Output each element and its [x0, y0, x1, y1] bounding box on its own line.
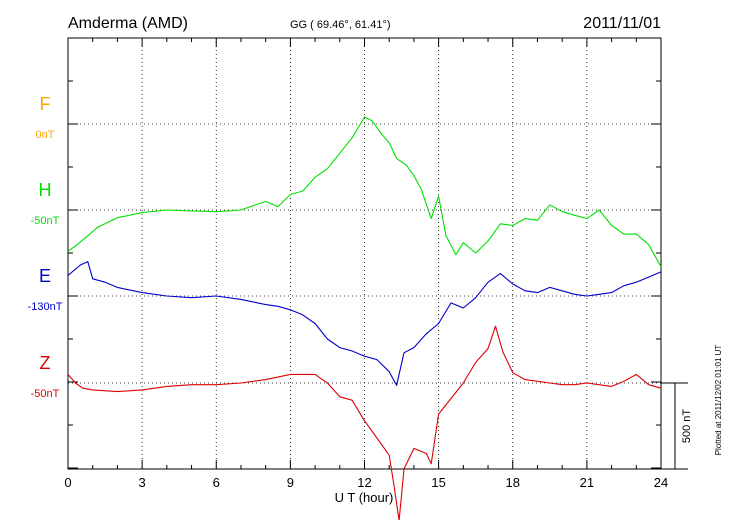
series-name-F: F: [40, 94, 51, 114]
x-tick-label: 24: [654, 475, 668, 490]
series-line-E: [67, 261, 662, 386]
series-baseline-H: -50nT: [31, 215, 60, 227]
x-tick-label: 9: [287, 475, 294, 490]
x-tick-label: 3: [139, 475, 146, 490]
series-labels: F 0nT H -50nT E -130nT Z -50nT: [28, 94, 63, 400]
series-name-E: E: [39, 266, 51, 286]
x-tick-label: 18: [506, 475, 520, 490]
axis-ticks: [67, 38, 662, 469]
station-title: Amderma (AMD): [68, 15, 188, 32]
series-baseline-F: 0nT: [36, 129, 55, 141]
plotted-timestamp: Plotted at 2011/12/02 01:01 UT: [714, 345, 723, 456]
series-name-Z: Z: [40, 353, 51, 373]
series-line-Z: [67, 325, 662, 520]
series-line-H: [67, 116, 662, 268]
series-name-H: H: [39, 180, 52, 200]
series-baseline-Z: -50nT: [31, 388, 60, 400]
series-baseline-E: -130nT: [28, 301, 63, 313]
x-axis-label: U T (hour): [335, 490, 394, 505]
x-tick-label: 12: [357, 475, 371, 490]
scale-bar: 500 nT: [661, 382, 693, 470]
x-tick-label: 15: [431, 475, 445, 490]
x-tick-label: 0: [64, 475, 71, 490]
scale-bar-label: 500 nT: [681, 409, 693, 444]
series-lines: [67, 116, 662, 520]
x-tick-label: 21: [580, 475, 594, 490]
station-coordinates: GG ( 69.46°, 61.41°): [290, 19, 391, 31]
x-tick-labels: 0 3 6 9 12 15 18 21 24: [64, 475, 668, 490]
x-tick-label: 6: [213, 475, 220, 490]
date-label: 2011/11/01: [583, 15, 661, 32]
grid-lines: [68, 38, 661, 469]
